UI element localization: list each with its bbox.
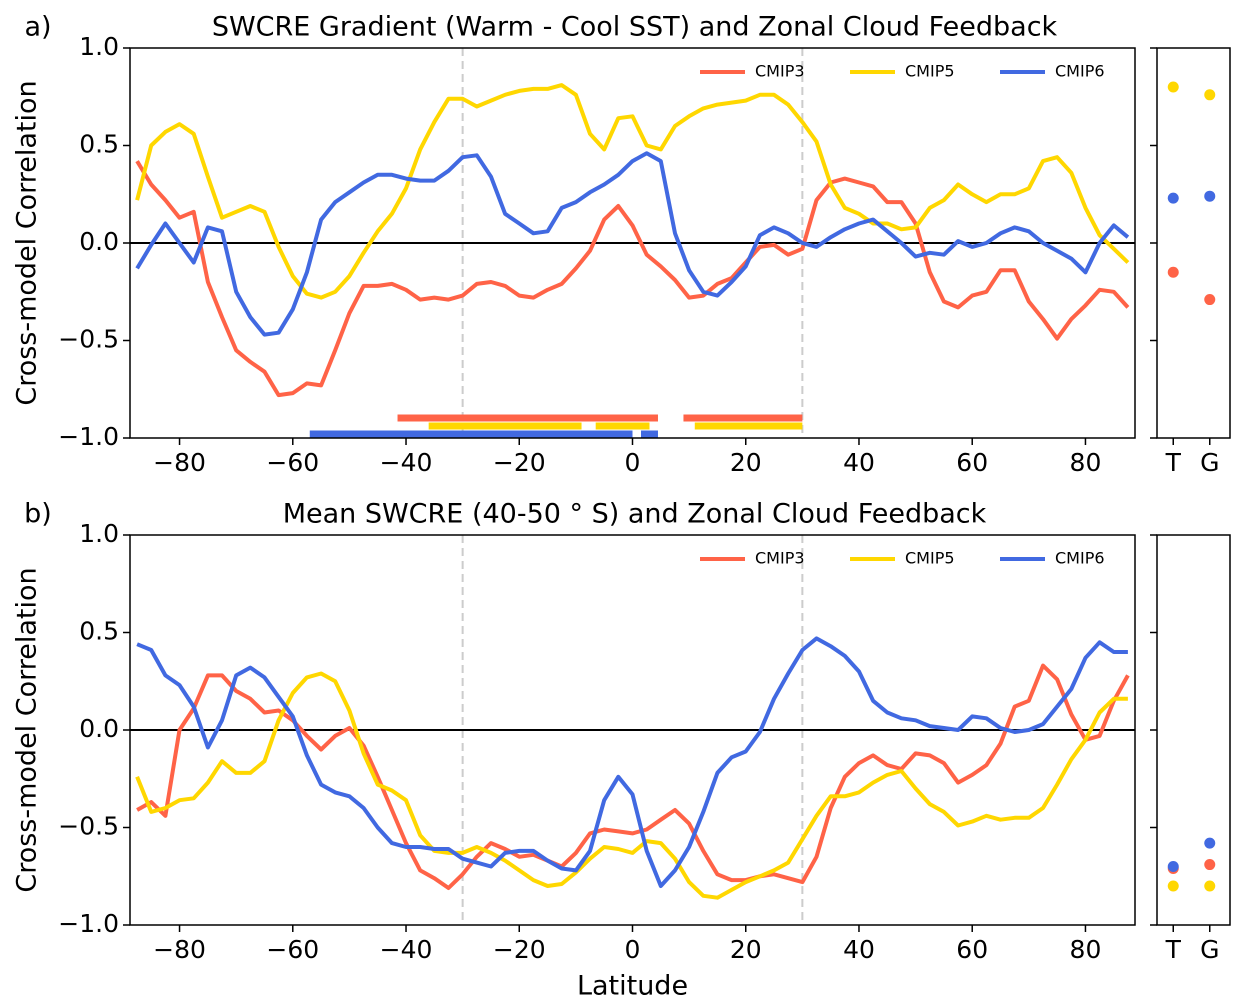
y-tick-label: −1.0	[58, 422, 119, 451]
y-tick-label: −0.5	[58, 325, 119, 354]
side-x-tick-label: T	[1165, 448, 1182, 477]
side-frame	[1156, 534, 1231, 926]
series-line	[135, 160, 1130, 398]
legend-label: CMIP5	[905, 549, 955, 568]
y-tick-label: 1.0	[79, 519, 119, 548]
y-tick-label: −0.5	[58, 812, 119, 841]
legend-label: CMIP6	[1055, 62, 1105, 81]
side-point	[1167, 81, 1179, 93]
panel-label: a)	[24, 12, 51, 43]
y-tick-label: 1.0	[79, 32, 119, 61]
side-point	[1204, 880, 1216, 892]
legend-label: CMIP3	[755, 62, 805, 81]
y-tick-label: 0.0	[79, 714, 119, 743]
y-axis-label: Cross-model Correlation	[12, 567, 43, 892]
x-axis-label: Latitude	[577, 971, 688, 1002]
x-tick-label: −60	[266, 448, 319, 477]
x-tick-label: −80	[153, 935, 206, 964]
y-tick-label: −1.0	[58, 909, 119, 938]
side-x-tick-label: G	[1200, 935, 1219, 964]
x-tick-label: −20	[493, 448, 546, 477]
x-tick-label: 20	[730, 448, 762, 477]
x-tick-label: −80	[153, 448, 206, 477]
side-point	[1167, 266, 1179, 278]
series-line	[136, 636, 1128, 888]
series-line	[136, 663, 1130, 890]
side-x-tick-label: G	[1200, 448, 1219, 477]
chart-title: Mean SWCRE (40-50 ° S) and Zonal Cloud F…	[283, 499, 987, 530]
side-point	[1204, 89, 1216, 101]
side-point	[1167, 192, 1179, 204]
series-line	[135, 83, 1130, 300]
x-tick-label: −20	[493, 935, 546, 964]
side-point	[1204, 190, 1216, 202]
x-tick-label: 0	[625, 935, 641, 964]
legend-label: CMIP6	[1055, 549, 1105, 568]
side-point	[1204, 294, 1216, 306]
x-tick-label: −60	[266, 935, 319, 964]
x-tick-label: 60	[956, 448, 988, 477]
side-point	[1204, 837, 1216, 849]
x-tick-label: 40	[843, 935, 875, 964]
x-tick-label: 40	[843, 448, 875, 477]
panel-label: b)	[24, 499, 52, 530]
x-tick-label: 80	[1070, 935, 1102, 964]
x-tick-label: 20	[730, 935, 762, 964]
side-point	[1167, 861, 1179, 872]
plot-frame	[129, 534, 1136, 926]
y-tick-label: 0.0	[79, 227, 119, 256]
series-line	[135, 671, 1128, 900]
legend-label: CMIP3	[755, 549, 805, 568]
y-tick-label: 0.5	[79, 130, 119, 159]
side-frame	[1156, 47, 1231, 439]
x-tick-label: 80	[1070, 448, 1102, 477]
y-tick-label: 0.5	[79, 617, 119, 646]
plot-frame	[129, 47, 1136, 439]
side-point	[1204, 859, 1216, 871]
side-x-tick-label: T	[1165, 935, 1182, 964]
x-tick-label: −40	[380, 448, 433, 477]
x-tick-label: −40	[380, 935, 433, 964]
side-point	[1167, 880, 1179, 892]
x-tick-label: 60	[956, 935, 988, 964]
y-axis-label: Cross-model Correlation	[12, 80, 43, 405]
chart-title: SWCRE Gradient (Warm - Cool SST) and Zon…	[212, 12, 1058, 43]
x-tick-label: 0	[625, 448, 641, 477]
legend-label: CMIP5	[905, 62, 955, 81]
series-line	[135, 151, 1130, 337]
